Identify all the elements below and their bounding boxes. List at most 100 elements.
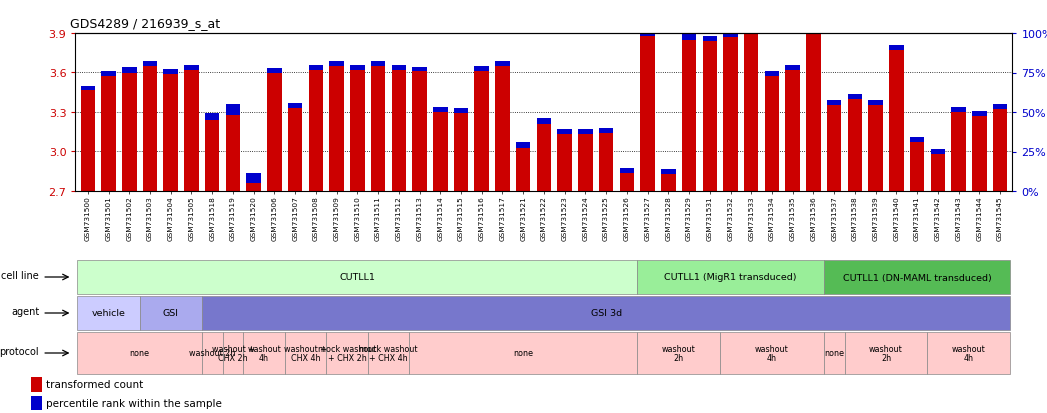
Bar [350,71,364,192]
Bar [641,31,654,36]
Bar [330,62,343,67]
Bar [806,28,821,34]
Bar [267,74,282,192]
Bar [409,332,638,374]
Bar [392,65,406,71]
Bar [744,28,758,34]
Text: CUTLL1: CUTLL1 [339,273,375,282]
Bar [474,72,489,192]
Text: washout
2h: washout 2h [869,344,903,363]
Text: washout
4h: washout 4h [247,344,281,363]
Text: vehicle: vehicle [92,309,126,318]
Bar [392,71,406,192]
Bar [285,332,327,374]
Text: none: none [824,349,844,358]
Bar [77,260,638,294]
Bar [163,75,178,192]
Bar [139,296,202,330]
Bar [868,101,883,106]
Bar [785,71,800,192]
Bar [122,68,136,74]
Bar [578,135,593,192]
Text: percentile rank within the sample: percentile rank within the sample [46,398,222,408]
Bar [413,72,427,192]
Bar [557,130,572,135]
Text: washout
4h: washout 4h [755,344,788,363]
Bar [578,130,593,135]
Bar [309,65,324,71]
Bar [367,332,409,374]
Bar [723,33,738,38]
Bar [682,40,696,192]
Bar [516,143,531,148]
Bar [824,260,1010,294]
Bar [910,138,925,143]
Bar [202,296,1010,330]
Bar [993,110,1007,192]
Bar [184,71,199,192]
Bar [226,115,240,192]
Bar [371,67,385,192]
Bar [889,46,904,51]
Bar [142,67,157,192]
Text: none: none [513,349,533,358]
Bar [931,150,945,155]
Bar [638,260,824,294]
Bar [495,62,510,67]
Bar [267,69,282,74]
Bar [848,100,862,192]
Text: GDS4289 / 216939_s_at: GDS4289 / 216939_s_at [70,17,220,30]
Bar [952,113,965,192]
Bar [81,90,95,192]
Bar [824,332,845,374]
Bar [288,109,303,192]
Bar [205,114,220,121]
Bar [785,65,800,71]
Text: none: none [130,349,150,358]
Bar [327,332,367,374]
Bar [31,377,42,392]
Bar [31,396,42,410]
Text: protocol: protocol [0,346,39,356]
Bar [202,332,223,374]
Bar [537,119,551,125]
Bar [102,77,116,192]
Bar [845,332,928,374]
Bar [848,94,862,100]
Bar [246,184,261,192]
Bar [703,36,717,42]
Bar [827,106,842,192]
Bar [77,296,139,330]
Bar [223,332,243,374]
Text: GSI 3d: GSI 3d [591,309,622,318]
Bar [453,114,468,192]
Text: washout
2h: washout 2h [662,344,695,363]
Bar [928,332,1010,374]
Bar [288,104,303,109]
Bar [226,105,240,115]
Bar [537,125,551,192]
Bar [599,134,614,192]
Bar [806,34,821,192]
Text: transformed count: transformed count [46,380,143,389]
Bar [682,35,696,40]
Bar [309,71,324,192]
Bar [350,65,364,71]
Text: mock washout
+ CHX 2h: mock washout + CHX 2h [317,344,376,363]
Bar [661,169,675,174]
Bar [453,109,468,114]
Bar [993,105,1007,110]
Bar [952,107,965,113]
Bar [889,51,904,192]
Bar [122,74,136,192]
Bar [81,87,95,90]
Bar [433,107,447,113]
Bar [972,112,986,116]
Bar [371,62,385,67]
Bar [163,69,178,75]
Bar [243,332,285,374]
Bar [620,173,634,192]
Bar [744,34,758,192]
Bar [205,121,220,192]
Bar [102,72,116,77]
